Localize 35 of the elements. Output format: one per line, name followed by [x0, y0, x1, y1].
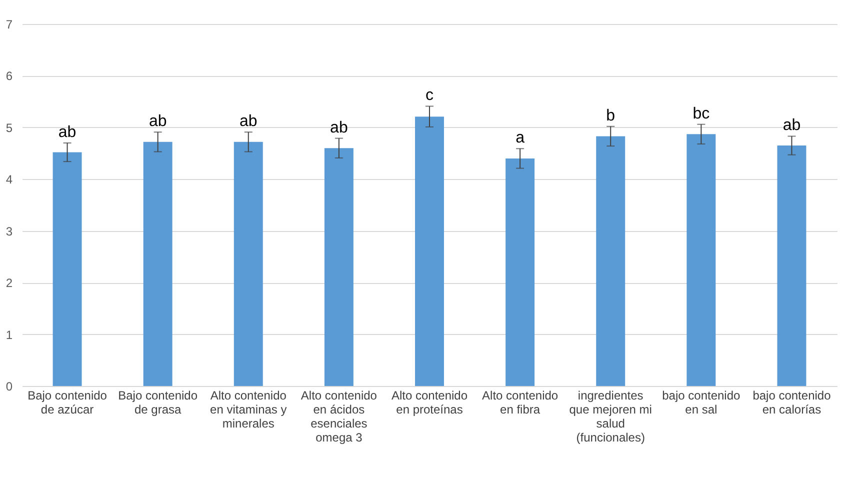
bar — [506, 158, 535, 386]
x-tick-label: bajo contenido en sal — [662, 388, 741, 416]
annotation: bc — [692, 105, 710, 122]
x-tick-label: bajo contenido en calorías — [752, 388, 832, 416]
y-tick-label: 3 — [6, 224, 13, 238]
bar — [596, 136, 626, 386]
x-tick-label: Bajo contenido de grasa — [118, 388, 198, 416]
annotation: ab — [148, 113, 167, 130]
bar — [686, 134, 716, 386]
x-tick-label: Bajo contenido de azúcar — [28, 388, 108, 416]
y-tick-label: 6 — [6, 69, 13, 84]
annotation: a — [516, 130, 525, 147]
x-tick-label: Alto contenido en proteínas — [391, 388, 468, 416]
y-tick-label: 2 — [6, 276, 13, 290]
x-tick-label: ingredientes que mejoren mi salud (funcionales) — [569, 388, 652, 444]
bar — [52, 152, 82, 386]
y-tick-label: 4 — [6, 172, 13, 187]
bar — [777, 146, 806, 386]
x-tick-label: Alto contenido en fibra — [482, 388, 558, 416]
annotation: ab — [330, 119, 348, 136]
y-tick-label: 0 — [6, 380, 13, 394]
y-tick-label: 7 — [6, 18, 13, 32]
bar — [415, 116, 444, 386]
x-tick-label: Alto contenido en vitaminas y minerales — [210, 388, 287, 430]
annotation: ab — [239, 113, 258, 130]
annotation: b — [606, 107, 616, 124]
annotation: ab — [58, 124, 76, 141]
bar — [143, 142, 172, 386]
y-tick-label: 5 — [6, 120, 13, 135]
bar — [324, 148, 354, 386]
annotation: ab — [782, 117, 801, 134]
x-tick-label: Alto contenido en ácidos esenciales omega 3 — [300, 388, 378, 444]
bar — [234, 142, 263, 386]
annotation: c — [426, 87, 434, 104]
y-tick-label: 1 — [6, 328, 13, 342]
